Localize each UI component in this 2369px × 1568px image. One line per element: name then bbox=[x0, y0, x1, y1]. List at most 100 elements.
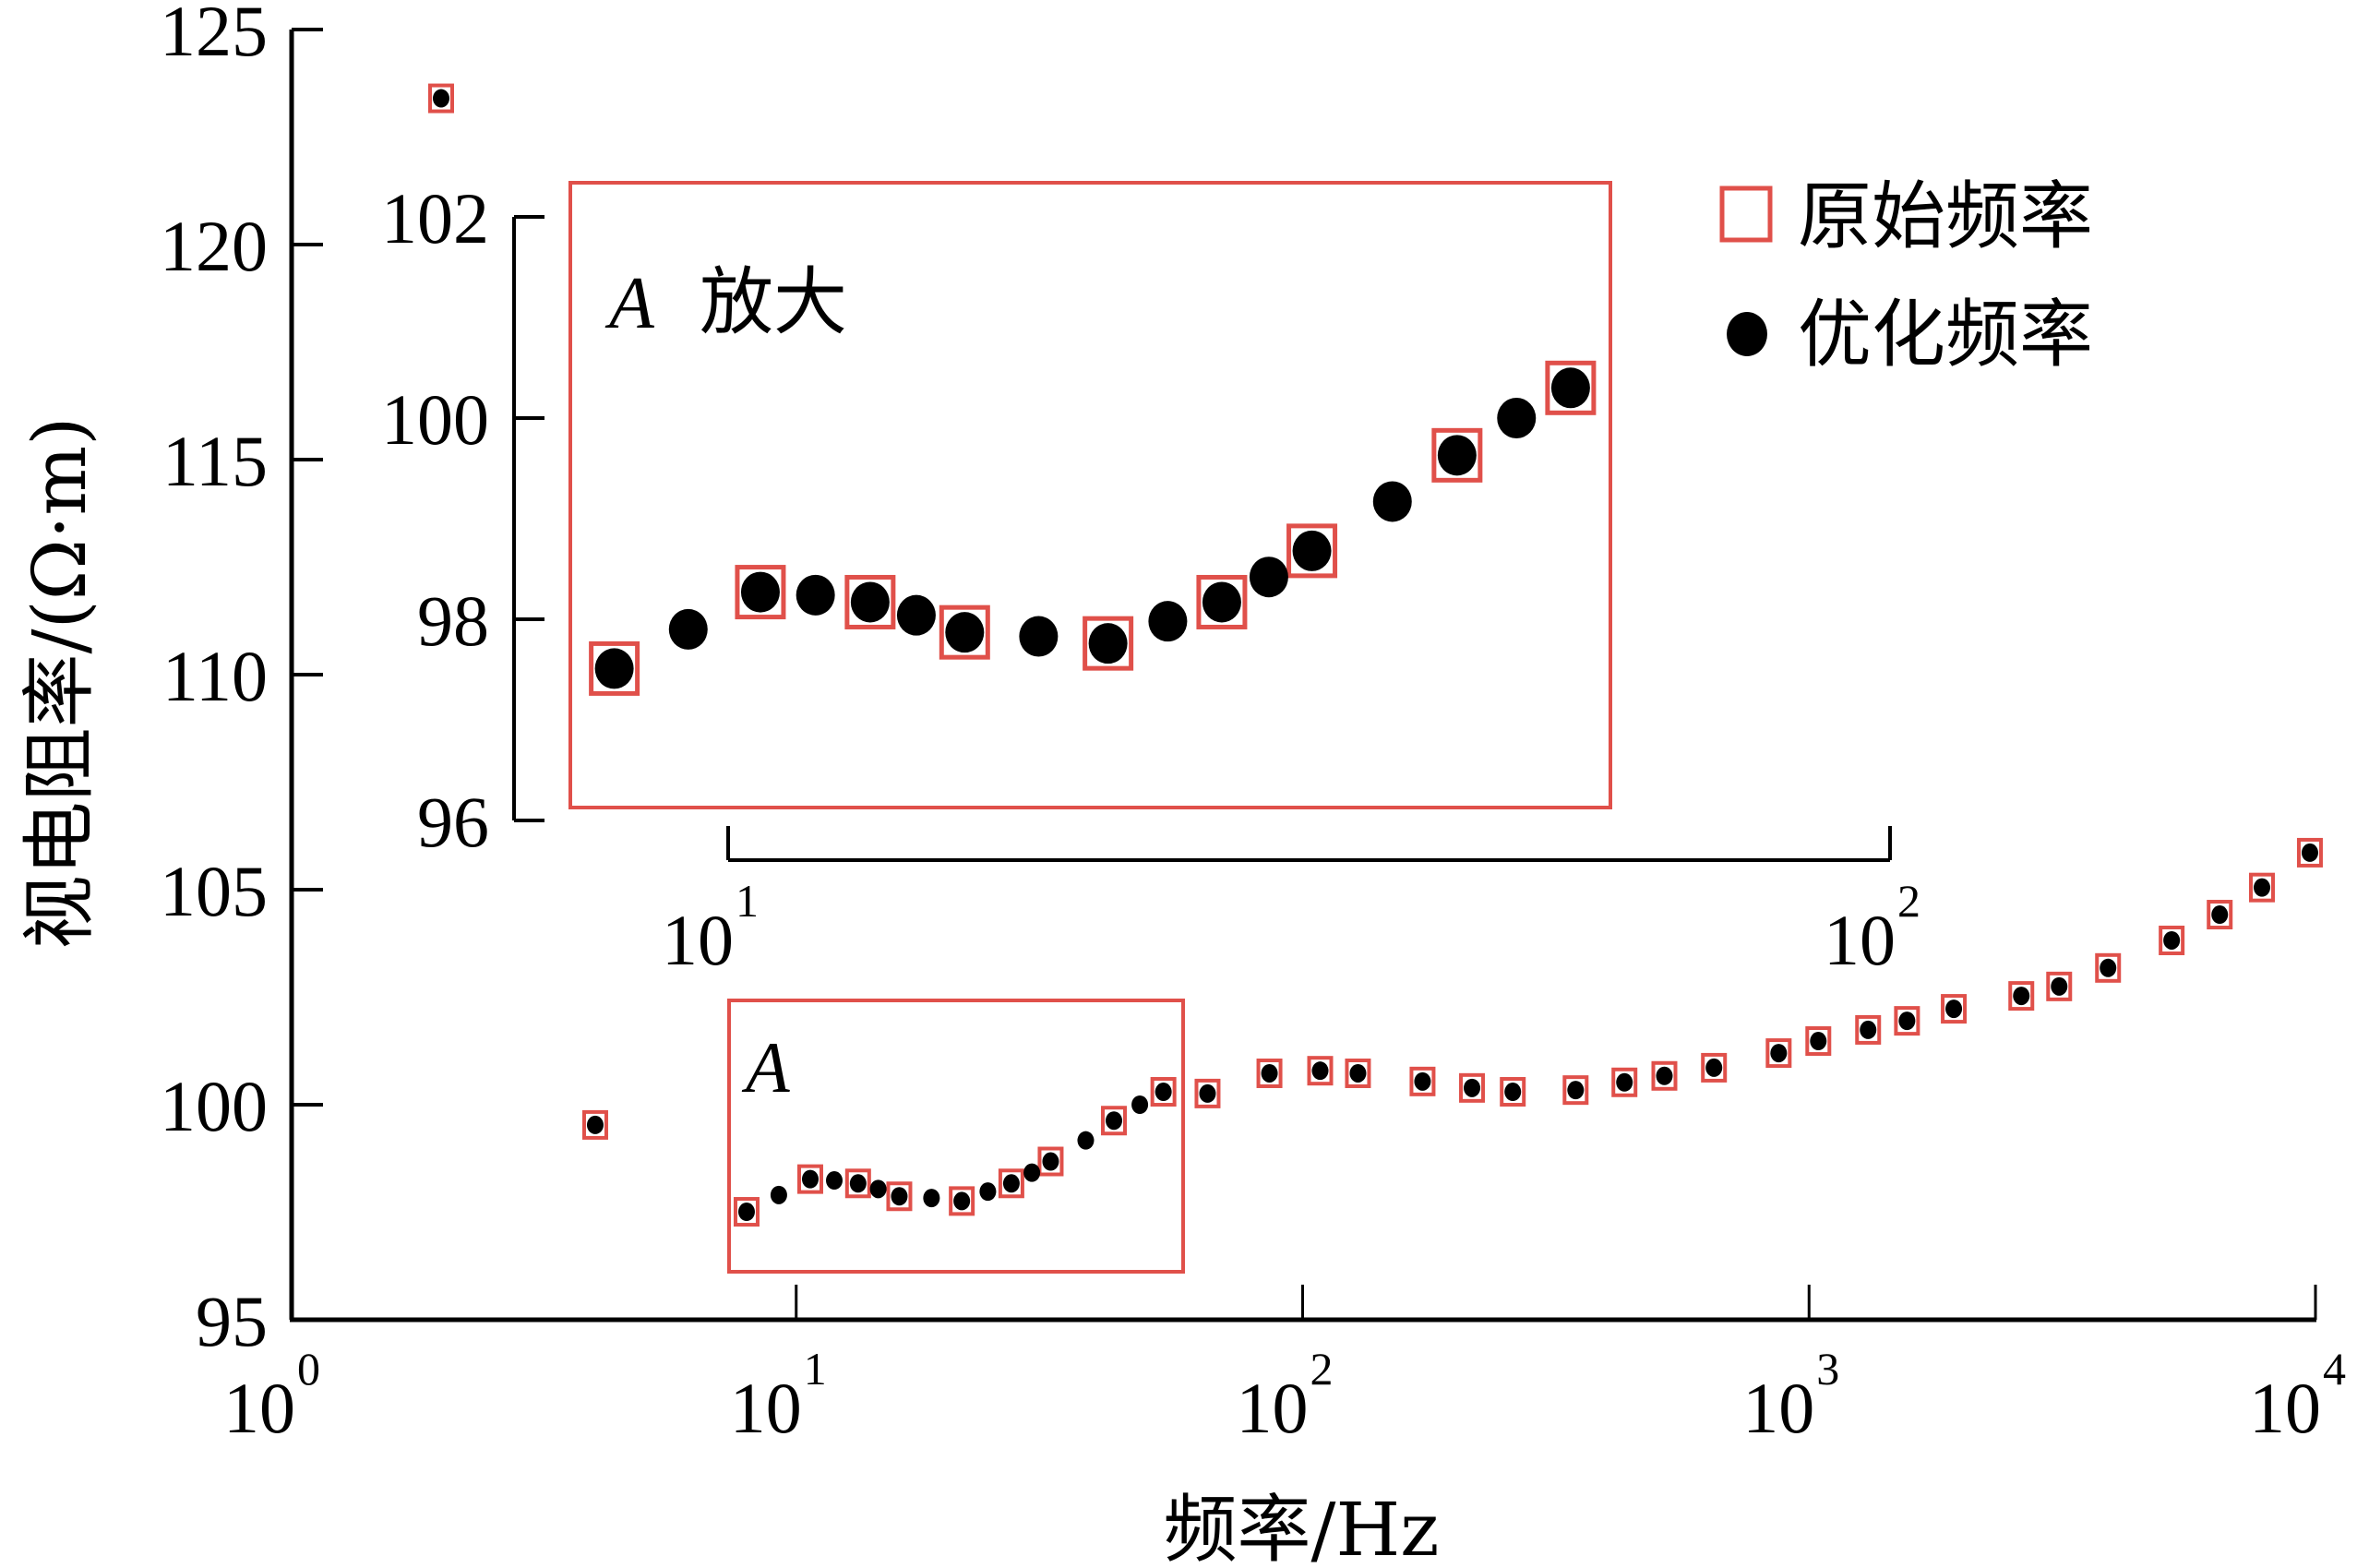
inset-original-frequency-marker bbox=[1286, 523, 1338, 579]
original-frequency-marker bbox=[2008, 981, 2035, 1011]
optimized-frequency-point bbox=[1349, 1063, 1367, 1083]
original-frequency-marker bbox=[1101, 1106, 1128, 1136]
y-axis-title: 视电阻率/(Ω·m) bbox=[17, 417, 102, 950]
original-frequency-marker bbox=[1894, 1006, 1920, 1036]
tick-base: 10 bbox=[1824, 900, 1896, 980]
optimized-frequency-point bbox=[869, 1179, 887, 1199]
legend-label-optimized: 优化频率 bbox=[1798, 292, 2093, 377]
original-frequency-marker bbox=[1765, 1038, 1792, 1069]
original-frequency-marker bbox=[949, 1186, 975, 1216]
original-frequency-marker bbox=[2095, 952, 2122, 983]
main-points bbox=[427, 83, 2323, 1227]
original-frequency-marker bbox=[2249, 872, 2276, 903]
optimized-frequency-point bbox=[1311, 1061, 1329, 1081]
tick-exponent: 3 bbox=[1816, 1343, 1839, 1394]
main-y-tick-label: 100 bbox=[160, 1066, 268, 1146]
main-x-tick-label: 10 2 bbox=[1237, 1343, 1334, 1448]
original-frequency-marker bbox=[1194, 1078, 1221, 1108]
inset-optimized-frequency-point bbox=[594, 648, 634, 689]
original-frequency-marker bbox=[1037, 1146, 1064, 1177]
inset-optimized-frequency-point bbox=[1249, 557, 1288, 598]
main-y-tick-label: 105 bbox=[160, 851, 268, 931]
inset-original-frequency-marker bbox=[1431, 427, 1483, 483]
optimized-frequency-point bbox=[1705, 1058, 1723, 1077]
main-y-tick-label: 120 bbox=[160, 206, 268, 286]
inset-optimized-frequency-point bbox=[1088, 623, 1128, 664]
inset-title-letter: A bbox=[604, 263, 655, 344]
original-frequency-marker bbox=[844, 1168, 871, 1199]
inset-title: A 放大 bbox=[604, 259, 847, 345]
optimized-frequency-point bbox=[923, 1189, 940, 1208]
optimized-frequency-point bbox=[1567, 1081, 1585, 1100]
inset-optimized-frequency-point bbox=[896, 594, 936, 636]
original-frequency-marker bbox=[1345, 1058, 1371, 1088]
original-frequency-marker bbox=[1150, 1077, 1177, 1107]
inset-original-frequency-marker bbox=[1196, 574, 1248, 629]
original-frequency-marker bbox=[2207, 900, 2233, 930]
optimized-frequency-point bbox=[2211, 905, 2229, 925]
optimized-frequency-point bbox=[979, 1182, 997, 1202]
tick-base: 10 bbox=[223, 1368, 295, 1448]
legend-label-original: 原始频率 bbox=[1798, 174, 2093, 259]
optimized-frequency-point bbox=[2163, 930, 2181, 950]
optimized-frequency-point bbox=[801, 1169, 819, 1189]
optimized-frequency-point bbox=[849, 1174, 867, 1193]
inset-optimized-frequency-point bbox=[945, 612, 985, 653]
original-frequency-marker bbox=[1805, 1026, 1832, 1057]
inset-y-tick-label: 96 bbox=[417, 782, 489, 862]
main-y-tick-label: 110 bbox=[162, 636, 268, 716]
main-x-tick-label: 10 4 bbox=[2249, 1343, 2346, 1448]
original-frequency-marker bbox=[886, 1181, 913, 1212]
inset-frame bbox=[568, 181, 1612, 809]
optimized-frequency-point bbox=[1616, 1072, 1633, 1092]
inset-points bbox=[589, 360, 1597, 696]
main-y-tick-label: 115 bbox=[162, 421, 268, 501]
inset-y-tick-label: 98 bbox=[417, 581, 489, 661]
tick-exponent: 4 bbox=[2323, 1343, 2346, 1394]
main-y-tick-label: 125 bbox=[160, 0, 268, 71]
original-frequency-marker bbox=[1701, 1052, 1728, 1083]
optimized-frequency-point bbox=[1077, 1131, 1095, 1150]
original-frequency-marker bbox=[1459, 1072, 1486, 1103]
inset-optimized-frequency-point bbox=[1019, 616, 1059, 657]
main-x-tick-label: 10 3 bbox=[1742, 1343, 1839, 1448]
original-frequency-marker bbox=[1855, 1014, 1882, 1045]
zoom-box-a bbox=[727, 999, 1185, 1274]
optimized-frequency-point bbox=[2301, 843, 2318, 862]
inset-optimized-frequency-point bbox=[1437, 435, 1477, 476]
optimized-frequency-point bbox=[1131, 1095, 1149, 1114]
inset-optimized-frequency-point bbox=[1497, 398, 1537, 438]
inset-optimized-frequency-point bbox=[796, 574, 835, 616]
optimized-frequency-point bbox=[826, 1171, 844, 1191]
inset-optimized-frequency-point bbox=[668, 608, 708, 650]
original-frequency-marker bbox=[427, 83, 454, 114]
inset-original-frequency-marker bbox=[844, 574, 896, 629]
inset-original-frequency-marker bbox=[1083, 616, 1134, 671]
inset-optimized-frequency-point bbox=[1202, 581, 1241, 623]
optimized-frequency-point bbox=[1504, 1083, 1522, 1102]
tick-base: 10 bbox=[730, 1368, 802, 1448]
main-x-tick-label: 10 0 bbox=[223, 1343, 320, 1448]
inset-x-tick-label: 10 1 bbox=[662, 875, 759, 980]
original-frequency-marker bbox=[2296, 837, 2323, 868]
optimized-frequency-point bbox=[1023, 1163, 1041, 1182]
original-frequency-marker bbox=[581, 1109, 608, 1140]
optimized-frequency-point bbox=[1155, 1083, 1172, 1102]
optimized-frequency-point bbox=[1945, 999, 1963, 1019]
inset-original-frequency-marker bbox=[735, 565, 786, 620]
original-frequency-marker bbox=[2159, 925, 2185, 955]
inset-title-text: 放大 bbox=[700, 259, 847, 345]
optimized-frequency-point bbox=[891, 1187, 908, 1206]
legend-item-optimized: 优化频率 bbox=[1727, 292, 2093, 377]
optimized-frequency-point bbox=[586, 1115, 604, 1134]
original-frequency-marker bbox=[1611, 1067, 1638, 1097]
optimized-frequency-point bbox=[1199, 1083, 1216, 1103]
original-frequency-marker bbox=[733, 1197, 760, 1227]
inset-optimized-frequency-point bbox=[850, 581, 890, 623]
inset-y-tick-label: 100 bbox=[381, 379, 489, 460]
optimized-frequency-point bbox=[1002, 1174, 1020, 1193]
optimized-frequency-point bbox=[1656, 1066, 1673, 1085]
